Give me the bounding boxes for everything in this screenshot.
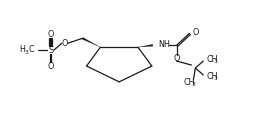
Text: CH: CH [206, 55, 218, 64]
Polygon shape [138, 44, 153, 47]
Text: 3: 3 [213, 59, 217, 64]
Text: 3: 3 [191, 82, 195, 87]
Text: S: S [48, 46, 53, 55]
Text: CH: CH [206, 72, 218, 81]
Text: O: O [192, 28, 199, 37]
Text: O: O [62, 39, 68, 48]
Text: CH: CH [183, 78, 195, 87]
Text: 3: 3 [24, 50, 28, 55]
Text: H: H [19, 45, 25, 54]
Text: 3: 3 [213, 76, 217, 81]
Text: O: O [48, 30, 54, 39]
Text: O: O [173, 54, 180, 63]
Text: N: N [158, 40, 164, 49]
Text: C: C [28, 45, 34, 54]
Text: H: H [164, 40, 170, 49]
Polygon shape [82, 37, 100, 47]
Text: O: O [48, 62, 54, 71]
